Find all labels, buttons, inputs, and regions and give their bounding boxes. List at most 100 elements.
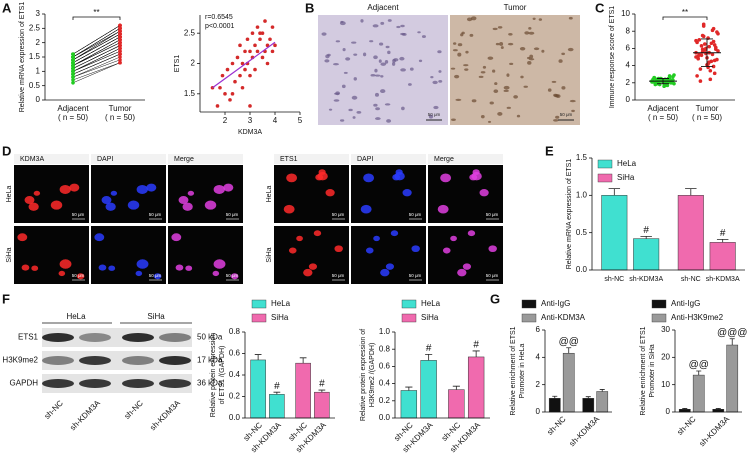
cell [69,183,80,192]
nucleus [339,119,345,122]
point [118,52,122,56]
panel-letter: E [545,143,554,158]
nucleus [519,46,526,51]
protein-label: H3K9me2 [2,356,38,365]
y-tick-label: 0.2 [379,396,391,405]
nucleus [470,16,477,21]
error-bar [318,389,326,393]
point [118,38,122,42]
pair-line [72,30,121,61]
legend-swatch [521,313,537,323]
scale-label: 50 μm [560,112,573,117]
channel-label: DAPI [97,156,113,163]
y-tick-label: 1 [36,66,41,75]
point [708,77,713,82]
nucleus [400,68,406,72]
panel-letter: F [2,291,10,306]
nucleus [480,114,485,119]
cell [127,200,140,210]
scale-label: 50 μm [149,212,162,217]
cell [230,273,239,280]
error-bar [608,188,621,196]
nucleus [455,98,462,102]
cell [213,259,226,269]
nucleus [567,47,574,52]
error-bar [552,395,558,399]
y-axis-label: Immune response score of ETS1 [609,6,616,108]
point [712,71,717,76]
point [220,73,225,78]
x-tick-label: Tumor [696,104,719,113]
pair-line [72,36,121,63]
nucleus [400,32,406,36]
nucleus [384,59,389,64]
cell [105,202,116,211]
point [235,55,240,60]
band [79,379,111,388]
nucleus [554,94,560,98]
point [248,73,252,78]
cell [313,230,322,237]
fluorescence-image [274,165,349,223]
y-tick-label: 0.0 [379,413,391,422]
cell-label: SiHa [147,312,165,321]
nucleus [430,75,434,79]
point [700,47,705,52]
nucleus [503,89,509,92]
error-bar [425,353,433,361]
point [71,58,75,62]
y-tick-label: 2 [536,380,541,389]
cell [31,265,39,271]
point [118,55,122,59]
y-axis-label: of ETS1 /(GAPDH) [219,346,226,405]
nucleus [463,64,469,67]
cell [390,230,399,237]
significance-mark: # [720,228,726,239]
error-bar [452,385,460,390]
nucleus [533,47,540,51]
nucleus [452,42,457,45]
cell [24,196,35,204]
nucleus [469,33,474,37]
n-label: ( n = 50) [692,113,722,122]
point [218,85,222,90]
cell [50,200,63,210]
bar [709,242,736,271]
cell [392,174,401,181]
panel-letter: B [305,0,314,15]
point [707,60,711,64]
cell [28,202,39,211]
nucleus [417,31,421,34]
band [122,333,154,342]
significance-mark: # [473,340,479,351]
nucleus [538,18,543,21]
point [118,46,122,51]
point [228,98,232,102]
scale-label: 50 μm [428,112,441,117]
y-axis-label: Promoter in SiHa [649,344,656,397]
legend-label: Anti-H3K9me2 [671,313,724,322]
significance-bracket [72,16,121,20]
nucleus [438,70,442,73]
nucleus [352,116,356,119]
y-tick-label: 4 [626,61,631,70]
cell [373,235,380,242]
nucleus [524,31,530,35]
cell [223,183,234,192]
legend-swatch [401,313,417,323]
point [248,104,252,108]
cell [360,204,372,214]
nucleus [341,84,346,89]
significance-mark: @@ [559,336,579,347]
fluorescence-image [14,165,89,223]
cell [213,184,225,194]
cell [288,247,297,254]
nucleus [328,108,333,111]
nucleus [451,118,456,122]
point [711,26,716,31]
pair-line [72,51,121,72]
cell [479,189,489,197]
bar [548,398,561,413]
nucleus [571,109,575,113]
nucleus [506,73,510,77]
